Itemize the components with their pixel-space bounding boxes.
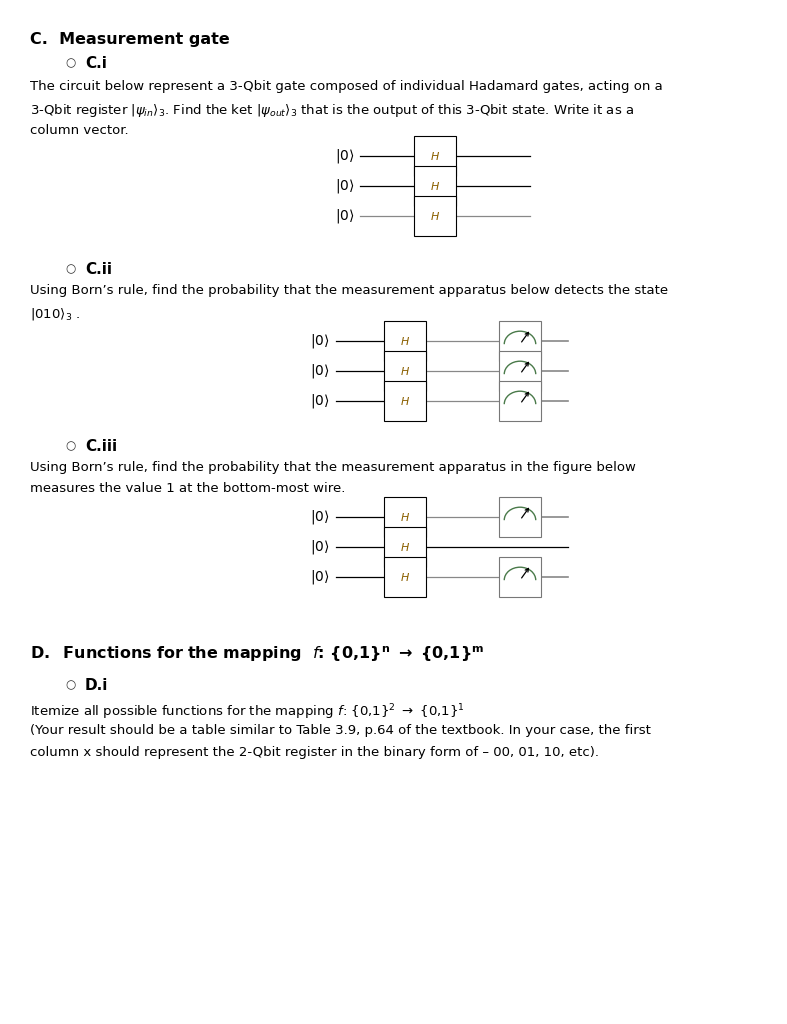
Text: $H$: $H$ bbox=[400, 335, 410, 347]
Bar bbox=[499, 321, 541, 361]
Text: $|0\rangle$: $|0\rangle$ bbox=[310, 392, 330, 410]
Text: $H$: $H$ bbox=[430, 150, 440, 162]
Text: C.iii: C.iii bbox=[85, 439, 117, 454]
Bar bbox=[414, 166, 456, 206]
Text: C.ii: C.ii bbox=[85, 262, 112, 278]
Bar bbox=[414, 196, 456, 236]
Bar bbox=[499, 497, 541, 537]
Text: Using Born’s rule, find the probability that the measurement apparatus below det: Using Born’s rule, find the probability … bbox=[30, 284, 668, 297]
Text: $H$: $H$ bbox=[400, 365, 410, 377]
Text: $H$: $H$ bbox=[430, 180, 440, 191]
Text: $|0\rangle$: $|0\rangle$ bbox=[310, 508, 330, 526]
Bar bbox=[384, 557, 426, 597]
Text: The circuit below represent a 3-Qbit gate composed of individual Hadamard gates,: The circuit below represent a 3-Qbit gat… bbox=[30, 80, 663, 93]
Text: $|0\rangle$: $|0\rangle$ bbox=[310, 362, 330, 380]
Bar bbox=[384, 321, 426, 361]
Text: ○: ○ bbox=[65, 678, 76, 691]
Text: D.i: D.i bbox=[85, 678, 109, 693]
Text: $|0\rangle$: $|0\rangle$ bbox=[310, 332, 330, 350]
Text: $|010\rangle_3$ .: $|010\rangle_3$ . bbox=[30, 306, 80, 322]
Text: Itemize all possible functions for the mapping $f$: {0,1}$^2$ $\rightarrow$ {0,1: Itemize all possible functions for the m… bbox=[30, 702, 465, 722]
Text: $\mathbf{D.\ \ Functions\ for\ the\ mapping}$  $\mathbf{\mathit{f}}$: {0,1}$\mat: $\mathbf{D.\ \ Functions\ for\ the\ mapp… bbox=[30, 644, 484, 664]
Text: ○: ○ bbox=[65, 439, 76, 452]
Text: ○: ○ bbox=[65, 262, 76, 275]
Text: C.i: C.i bbox=[85, 56, 107, 71]
Bar bbox=[384, 497, 426, 537]
Bar bbox=[499, 381, 541, 421]
Bar bbox=[384, 351, 426, 391]
Text: (Your result should be a table similar to Table 3.9, p.64 of the textbook. In yo: (Your result should be a table similar t… bbox=[30, 724, 651, 737]
Text: $H$: $H$ bbox=[400, 395, 410, 407]
Text: $|0\rangle$: $|0\rangle$ bbox=[335, 147, 355, 165]
Bar bbox=[499, 351, 541, 391]
Text: ○: ○ bbox=[65, 56, 76, 69]
Text: $H$: $H$ bbox=[400, 511, 410, 523]
Bar bbox=[499, 557, 541, 597]
Bar bbox=[384, 527, 426, 567]
Text: $|0\rangle$: $|0\rangle$ bbox=[310, 538, 330, 556]
Text: $H$: $H$ bbox=[400, 571, 410, 583]
Text: column vector.: column vector. bbox=[30, 124, 128, 137]
Bar bbox=[384, 381, 426, 421]
Text: $|0\rangle$: $|0\rangle$ bbox=[310, 568, 330, 586]
Text: $H$: $H$ bbox=[430, 210, 440, 222]
Text: $|0\rangle$: $|0\rangle$ bbox=[335, 177, 355, 195]
Text: Using Born’s rule, find the probability that the measurement apparatus in the fi: Using Born’s rule, find the probability … bbox=[30, 461, 636, 474]
Text: column x should represent the 2-Qbit register in the binary form of – 00, 01, 10: column x should represent the 2-Qbit reg… bbox=[30, 746, 599, 759]
Text: measures the value 1 at the bottom-most wire.: measures the value 1 at the bottom-most … bbox=[30, 482, 345, 495]
Text: $H$: $H$ bbox=[400, 541, 410, 553]
Text: C.  Measurement gate: C. Measurement gate bbox=[30, 32, 230, 47]
Text: 3-Qbit register $|\psi_{in}\rangle_3$. Find the ket $|\psi_{out}\rangle_3$ that : 3-Qbit register $|\psi_{in}\rangle_3$. F… bbox=[30, 102, 634, 119]
Bar bbox=[414, 136, 456, 176]
Text: $|0\rangle$: $|0\rangle$ bbox=[335, 207, 355, 225]
